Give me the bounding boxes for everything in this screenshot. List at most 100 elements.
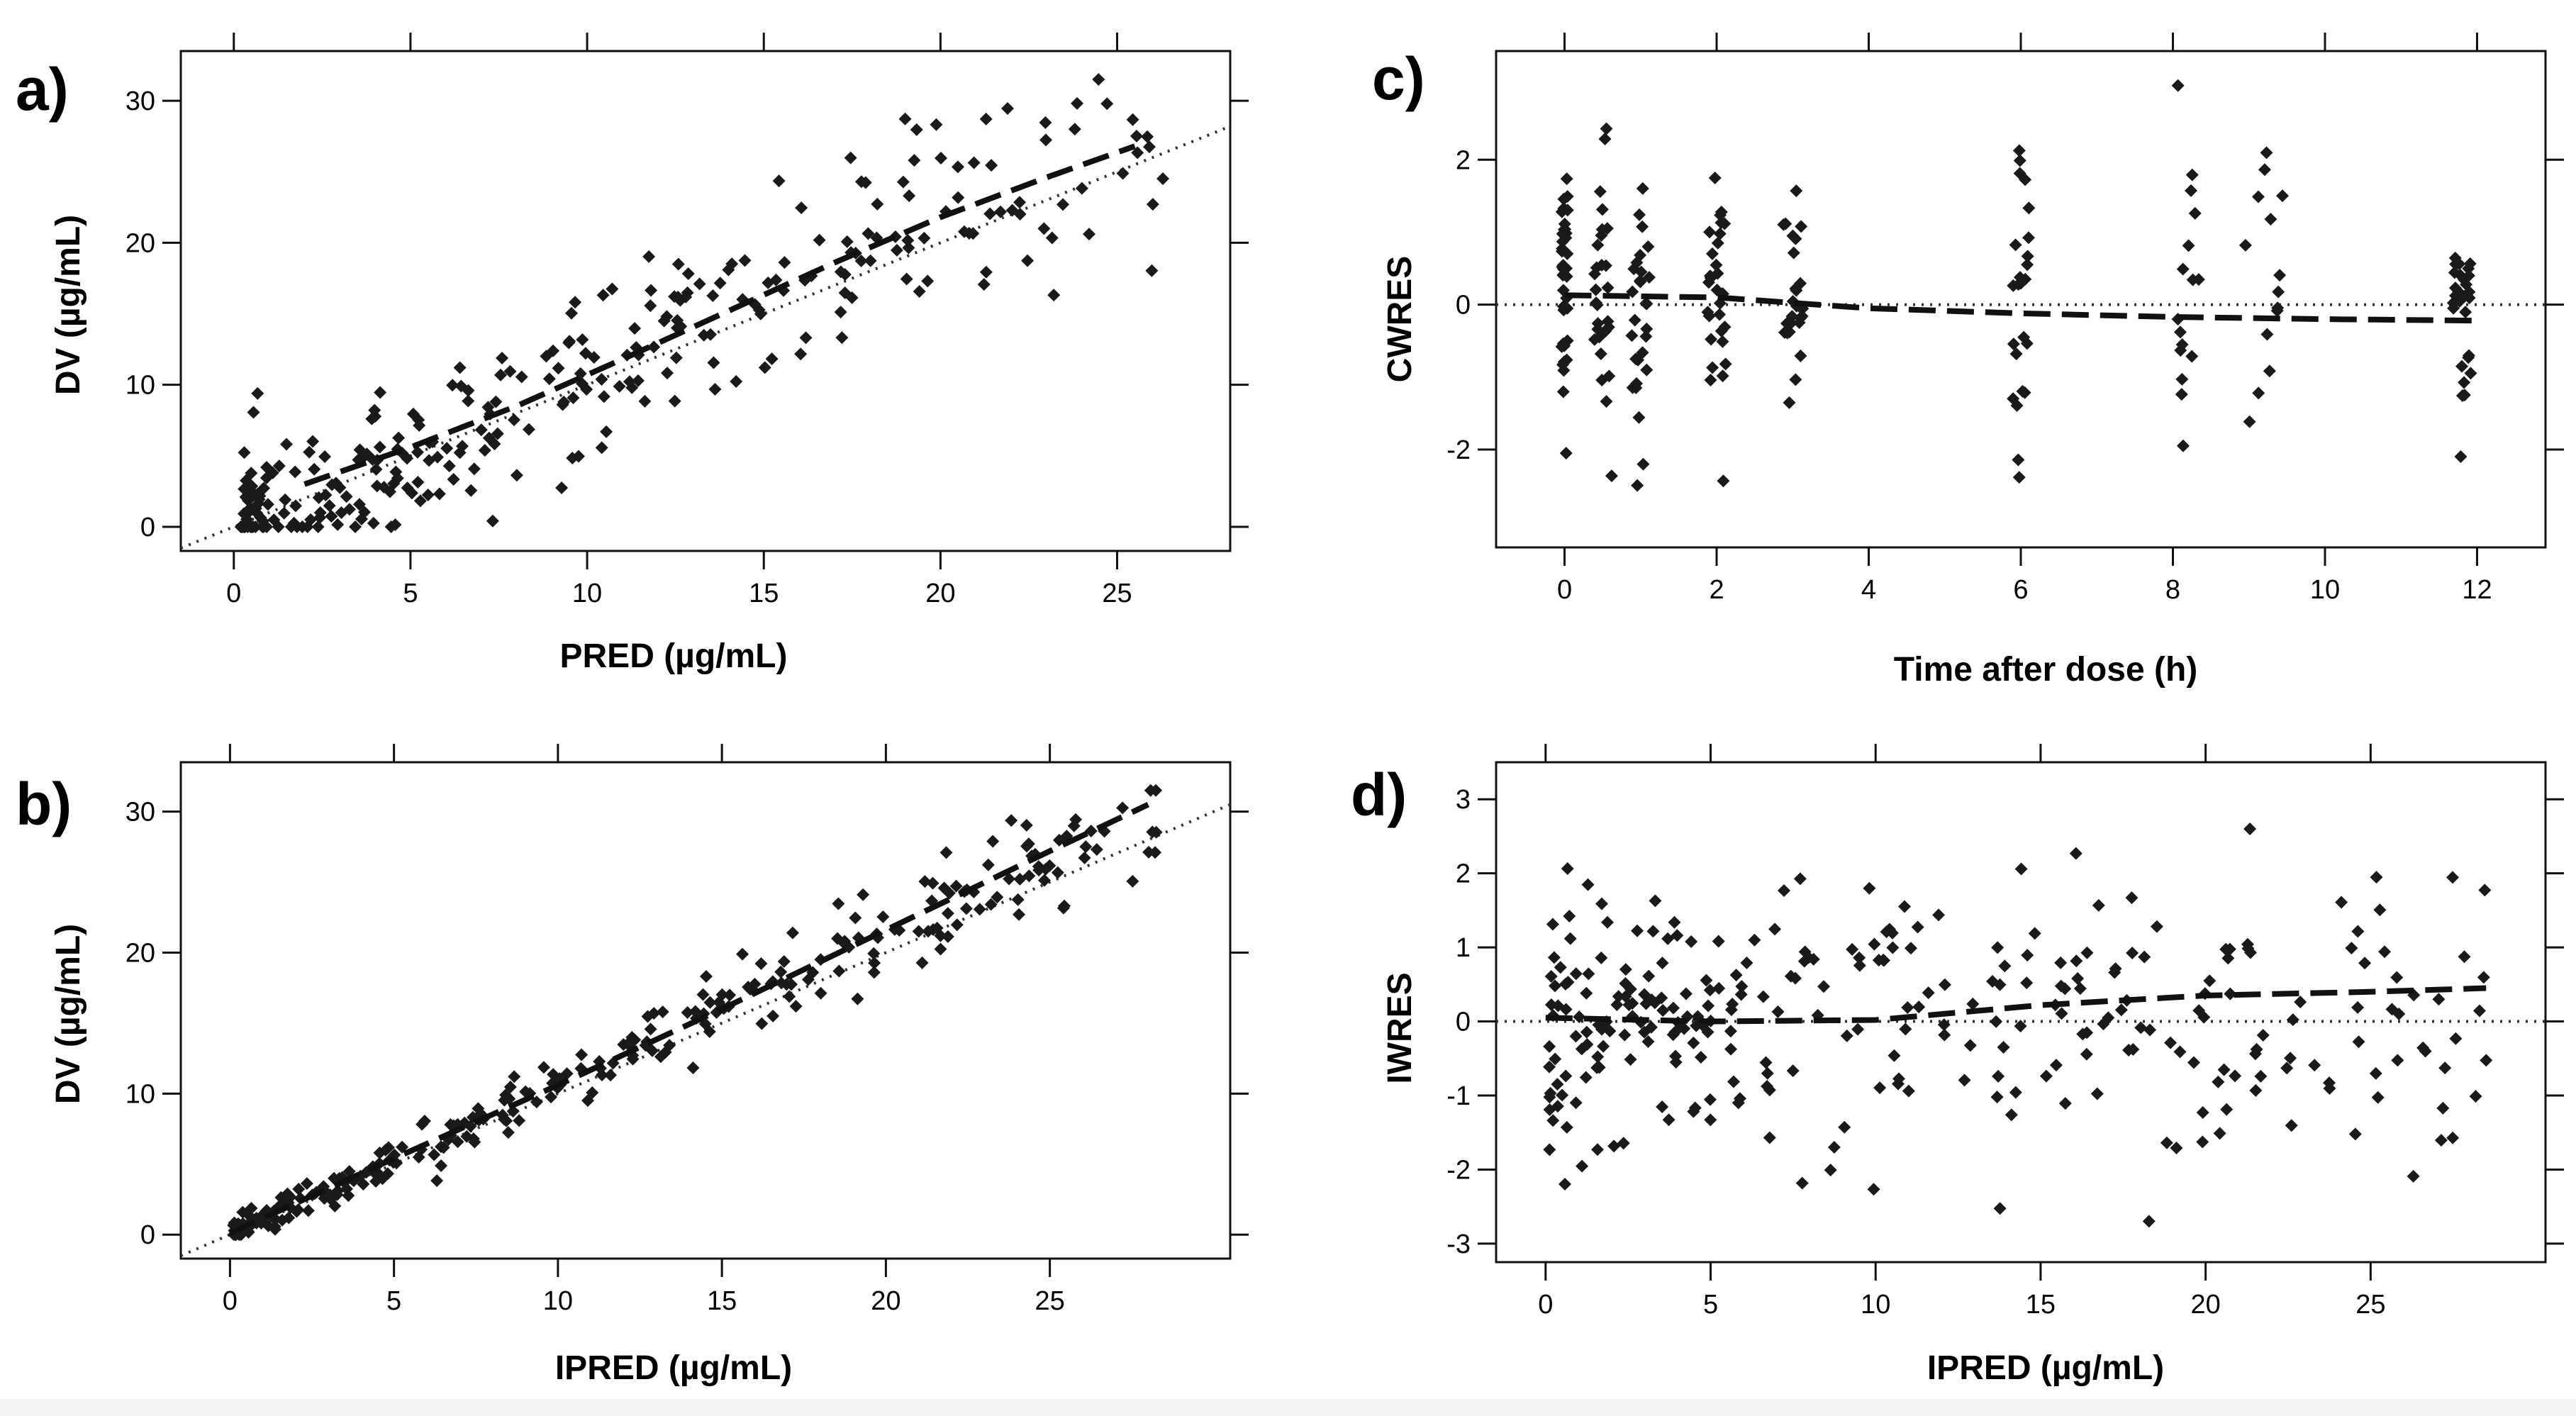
panel-a-data-point <box>631 374 645 387</box>
panel-d-data-point <box>1612 990 1625 1003</box>
panel-d-data-point <box>1724 1042 1738 1056</box>
panel-a-data-point <box>486 514 499 528</box>
panel-a-data-point <box>245 479 259 493</box>
panel-a-data-point <box>834 306 847 319</box>
panel-c-data-point <box>1639 330 1653 343</box>
panel-d-data-point <box>2477 971 2490 984</box>
panel-d-data-point <box>2187 1056 2200 1069</box>
panel-a-data-point <box>260 520 274 533</box>
panel-a-data-point <box>503 364 517 378</box>
panel-a-data-point <box>566 451 579 464</box>
panel-d-data-point <box>2126 947 2139 960</box>
panel-c-data-point <box>2009 347 2023 361</box>
panel-d-data-point <box>1619 963 1632 976</box>
panel-c-x-tick-label: 12 <box>2462 575 2492 605</box>
panel-c-data-point <box>1783 396 1796 409</box>
panel-d-data-point <box>1888 1049 1901 1062</box>
panel-d-data-point <box>2134 1021 2148 1035</box>
panel-a-data-point <box>1013 196 1027 209</box>
panel-d-data-point <box>1554 961 1567 974</box>
panel-a-data-point <box>671 257 685 271</box>
panel-b-data-point <box>451 1135 464 1149</box>
panel-b-data-point <box>918 875 932 888</box>
panel-a-data-point <box>392 431 406 445</box>
panel-d-data-point <box>2220 1103 2234 1116</box>
panel-a-data-point <box>772 174 786 188</box>
panel-b-data-point <box>786 926 799 940</box>
panel-b-data-point <box>942 886 956 900</box>
panel-d-data-point <box>1563 932 1577 945</box>
panel-b-data-point <box>851 992 864 1005</box>
panel-a-data-point <box>323 499 336 513</box>
panel-a-data-point <box>311 520 325 533</box>
panel-b-data-point <box>1079 840 1093 854</box>
panel-d-data-point <box>2446 871 2460 884</box>
panel-b-data-point <box>501 1126 515 1139</box>
panel-d-data-point <box>1756 990 1770 1003</box>
panel-d-data-point <box>1543 1091 1556 1104</box>
panel-a-data-point <box>467 462 481 476</box>
panel-c-data-point <box>1786 229 1800 242</box>
panel-d-data-point <box>1576 1159 1589 1173</box>
panel-b-data-point <box>784 978 798 991</box>
panel-d-data-point <box>2125 891 2139 905</box>
panel-d-data-point <box>1626 997 1639 1010</box>
panel-c-data-point <box>1636 346 1649 359</box>
panel-b-data-point <box>736 947 749 961</box>
panel-d-data-point <box>2055 1007 2068 1020</box>
panel-b-data-point <box>503 1080 517 1093</box>
panel-d-data-point <box>1784 969 1797 983</box>
panel-d-data-point <box>1595 897 1608 910</box>
panel-b-data-point <box>654 1050 667 1064</box>
panel-b-data-point <box>703 1025 716 1039</box>
panel-d-data-point <box>2472 1004 2486 1018</box>
panel-b-y-tick-label: 10 <box>126 1079 155 1109</box>
panel-d-data-point <box>2143 1023 2157 1037</box>
panel-b-data-point <box>282 1191 296 1205</box>
panel-d-data-point <box>1551 999 1565 1013</box>
panel-d-x-tick-label: 25 <box>2355 1290 2385 1320</box>
panel-b-data-point <box>1149 846 1162 859</box>
panel-b-data-point <box>1037 874 1051 887</box>
panel-c-data-point <box>1589 283 1602 296</box>
panel-d-data-point <box>1560 1120 1573 1134</box>
panel-a-data-point <box>765 352 779 366</box>
panel-d-data-point <box>1591 1050 1605 1064</box>
panel-b-data-point <box>537 1061 550 1074</box>
panel-a-data-point <box>564 306 578 320</box>
panel-c-data-point <box>2276 189 2290 203</box>
panel-a-data-point <box>600 425 613 438</box>
panel-a-data-point <box>952 191 965 204</box>
panel-c-plot: 0 2 4 6 8 10 12 -2 0 2 <box>1446 33 2564 605</box>
panel-d-data-point <box>1778 884 1791 898</box>
panel-c-data-point <box>1595 203 1609 216</box>
panel-d-data-point <box>2335 896 2348 909</box>
panel-a-data-point <box>387 476 401 490</box>
panel-d-data-point <box>2286 1013 2299 1027</box>
panel-a-data-point <box>1056 198 1070 211</box>
panel-a-data-point <box>840 235 854 248</box>
panel-a-x-tick-label: 25 <box>1102 579 1132 608</box>
panel-a-x-tick-label: 5 <box>403 579 418 608</box>
panel-a-data-point <box>595 373 608 386</box>
panel-c-data-point <box>1708 171 1722 184</box>
panel-a-data-point <box>234 520 247 533</box>
panel-a-data-point <box>1071 96 1084 110</box>
panel-c-data-point <box>1598 132 1612 145</box>
panel-a-data-point <box>355 513 368 526</box>
panel-a-data-point <box>838 286 852 300</box>
panel-a-data-point <box>864 254 877 267</box>
panel-c-data-point <box>2185 184 2198 197</box>
panel-c-data-point <box>1629 381 1643 395</box>
panel-c-data-point <box>2264 213 2277 226</box>
panel-d-x-tick-label: 0 <box>1538 1290 1553 1320</box>
panel-a-data-point <box>638 394 652 408</box>
panel-d-data-point <box>2054 956 2068 969</box>
panel-b-data-point <box>586 1086 599 1100</box>
panel-c-x-tick-label: 10 <box>2310 575 2340 605</box>
panel-b-data-point <box>1126 874 1139 888</box>
panel-a-data-point <box>862 227 875 240</box>
panel-a-data-point <box>668 290 681 303</box>
panel-d-data-point <box>1838 1120 1851 1134</box>
panel-b-data-point <box>814 986 827 1000</box>
